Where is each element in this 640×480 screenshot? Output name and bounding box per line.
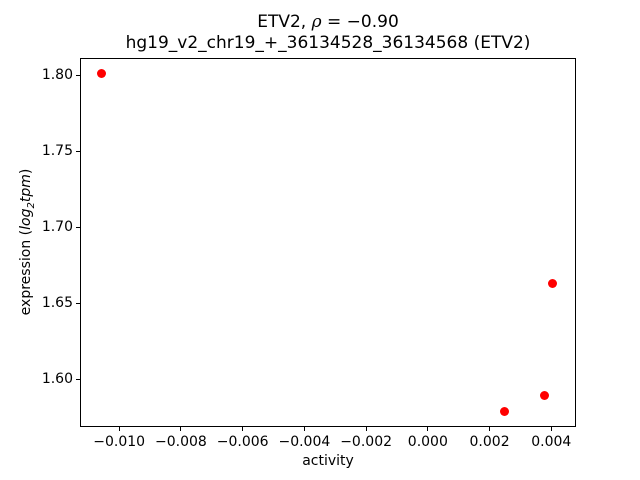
y-tick-label: 1.75 (41, 143, 73, 160)
y-tick-mark (76, 226, 80, 228)
x-tick-label: 0.002 (469, 434, 510, 450)
x-tick-mark (550, 427, 552, 431)
x-tick-mark (365, 427, 367, 431)
y-tick-label: 1.80 (41, 67, 73, 84)
data-point (548, 279, 558, 288)
x-tick-mark (427, 427, 429, 431)
ylabel-subscript: 2 (25, 202, 37, 209)
data-point (97, 69, 107, 79)
x-tick-label: 0.004 (531, 434, 572, 450)
y-tick-label: 1.70 (41, 219, 73, 236)
y-tick-mark (76, 150, 80, 152)
x-tick-mark (118, 427, 120, 431)
data-point (540, 391, 550, 401)
title-rho-symbol: ρ (311, 12, 322, 32)
figure-title-line1: ETV2, ρ = −0.90 (80, 12, 576, 33)
x-tick-mark (303, 427, 305, 431)
title-gene-text: ETV2, (257, 12, 312, 32)
ylabel-suffix: ) (18, 168, 35, 175)
x-tick-label: −0.004 (278, 434, 331, 450)
x-tick-mark (489, 427, 491, 431)
x-tick-label: −0.002 (340, 434, 393, 450)
y-tick-label: 1.60 (41, 371, 73, 388)
x-axis-label: activity (302, 453, 354, 469)
x-tick-label: −0.008 (155, 434, 207, 450)
ylabel-tpm-text: tpm (18, 174, 35, 203)
data-point (500, 406, 510, 416)
y-tick-mark (76, 378, 80, 380)
y-axis-label: expression (log2tpm) (18, 169, 40, 316)
y-tick-mark (76, 302, 80, 304)
x-tick-mark (242, 427, 244, 431)
x-tick-label: −0.010 (93, 434, 146, 450)
y-tick-mark (76, 74, 80, 76)
figure-title: ETV2, ρ = −0.90 hg19_v2_chr19_+_36134528… (80, 12, 576, 54)
figure-title-line2: hg19_v2_chr19_+_36134528_36134568 (ETV2) (125, 33, 531, 53)
x-tick-mark (180, 427, 182, 431)
y-tick-label: 1.65 (41, 295, 73, 312)
x-tick-label: 0.000 (407, 434, 448, 450)
title-rho-value: = −0.90 (321, 12, 399, 32)
plot-area (80, 58, 576, 427)
x-tick-label: −0.006 (216, 434, 269, 450)
